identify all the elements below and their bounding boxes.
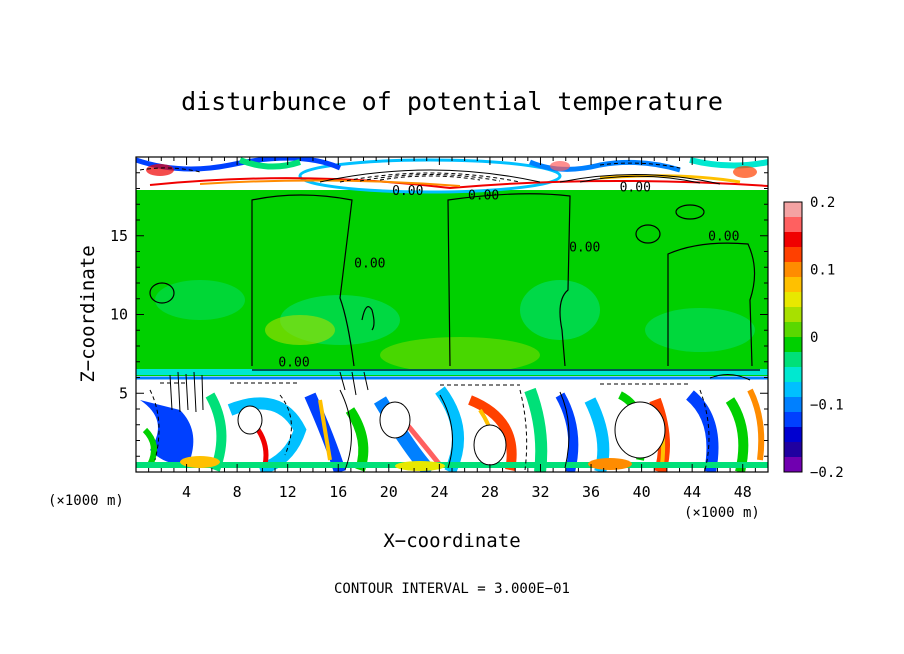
colorbar-swatch xyxy=(784,427,802,443)
colorbar-swatch xyxy=(784,352,802,368)
zero-contours xyxy=(149,193,760,371)
colorbar-swatch xyxy=(784,307,802,323)
x-axis-title: X−coordinate xyxy=(383,530,520,552)
colorbar-tick-label: −0.2 xyxy=(810,465,844,481)
contour-label: 0.00 xyxy=(468,189,499,204)
upper-band xyxy=(136,157,768,194)
x-axis: 4 8 12 16 20 24 28 32 36 40 44 48 xyxy=(148,157,756,501)
y-axis: 5 10 15 xyxy=(110,172,768,457)
y-tick-label: 15 xyxy=(110,227,128,245)
contour-labels: 0.00 0.00 0.00 0.00 0.00 0.00 0.00 xyxy=(278,181,739,371)
x-unit-left: (×1000 m) xyxy=(48,493,124,509)
colorbar-tick-label: −0.1 xyxy=(810,398,844,414)
colorbar-tick-label: 0.2 xyxy=(810,195,835,211)
contour-label: 0.00 xyxy=(354,256,385,271)
contour-label: 0.00 xyxy=(278,355,309,370)
colorbar-swatch xyxy=(784,412,802,428)
x-tick-label: 20 xyxy=(380,483,398,501)
colorbar-ticks: 0.2 0.1 0 −0.1 −0.2 xyxy=(810,195,844,481)
y-tick-label: 10 xyxy=(110,306,128,324)
colorbar-swatch xyxy=(784,457,802,473)
x-tick-label: 12 xyxy=(279,483,297,501)
y-axis-title: Z−coordinate xyxy=(77,245,99,382)
x-tick-label: 32 xyxy=(531,483,549,501)
contour-label: 0.00 xyxy=(708,229,739,244)
colorbar-tick-label: 0 xyxy=(810,330,818,346)
colorbar-swatch xyxy=(784,337,802,353)
y-tick-label: 5 xyxy=(119,384,128,402)
colorbar-swatch xyxy=(784,382,802,398)
boundary-layer xyxy=(136,369,768,472)
colorbar-swatch xyxy=(784,442,802,458)
colorbar xyxy=(783,201,803,473)
x-tick-label: 36 xyxy=(582,483,600,501)
contour-label: 0.00 xyxy=(569,241,600,256)
x-unit-right: (×1000 m) xyxy=(684,505,760,521)
x-tick-label: 4 xyxy=(182,483,191,501)
x-tick-label: 24 xyxy=(430,483,448,501)
colorbar-swatch xyxy=(784,367,802,383)
colorbar-swatch xyxy=(784,397,802,413)
colorbar-frame xyxy=(783,201,803,473)
colorbar-tick-label: 0.1 xyxy=(810,263,835,279)
colorbar-swatch xyxy=(784,202,802,218)
contour-interval-note: CONTOUR INTERVAL = 3.000E−01 xyxy=(334,581,570,597)
colorbar-swatch xyxy=(784,277,802,293)
colorbar-swatch xyxy=(784,322,802,338)
x-tick-label: 28 xyxy=(481,483,499,501)
colorbar-swatch xyxy=(784,217,802,233)
x-tick-label: 40 xyxy=(633,483,651,501)
x-tick-label: 16 xyxy=(329,483,347,501)
chart-title: disturbunce of potential temperature xyxy=(181,87,723,116)
plot-area xyxy=(136,157,768,472)
colorbar-swatch xyxy=(784,247,802,263)
contour-label: 0.00 xyxy=(392,184,423,199)
contour-label: 0.00 xyxy=(620,181,651,196)
x-tick-label: 44 xyxy=(683,483,701,501)
colorbar-swatch xyxy=(784,292,802,308)
x-tick-label: 48 xyxy=(734,483,752,501)
colorbar-swatch xyxy=(784,232,802,248)
colorbar-swatch xyxy=(784,262,802,278)
x-tick-label: 8 xyxy=(233,483,242,501)
